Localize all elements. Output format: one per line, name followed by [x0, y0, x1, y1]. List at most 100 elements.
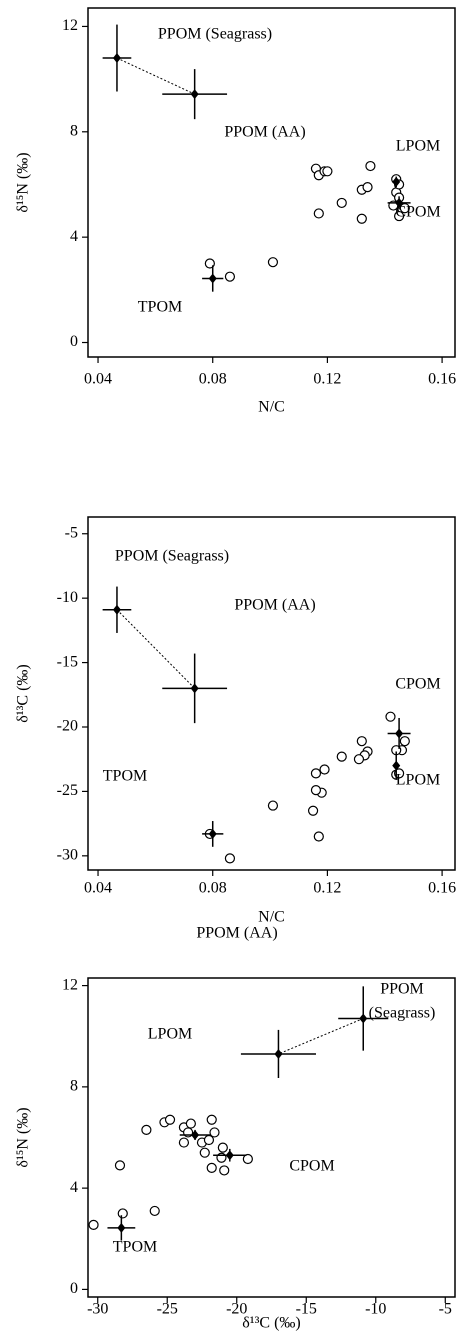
sample-point [267, 800, 279, 811]
endmember-label: PPOM (AA) [224, 124, 305, 141]
sample-point [164, 1114, 176, 1125]
sample-point [88, 1219, 99, 1230]
sample-point [336, 197, 347, 209]
sample-point [356, 213, 367, 224]
y-tick-label: -25 [57, 782, 78, 799]
sample-point [399, 203, 410, 214]
endmember-point [395, 197, 404, 208]
endmember-label: PPOM (AA) [196, 925, 277, 942]
sample-point [149, 1205, 160, 1217]
endmember-point [225, 1150, 234, 1161]
sample-point [353, 754, 365, 765]
y-axis-title: δ¹³C (‰) [15, 664, 32, 722]
x-tick-label: -15 [296, 1301, 317, 1318]
sample-point [114, 1160, 126, 1171]
plot-frame [87, 7, 456, 358]
endmember-point [208, 828, 217, 839]
endmember-point [395, 728, 404, 739]
plot-frame [87, 516, 456, 871]
y-tick-label: -15 [57, 653, 78, 670]
endmember-label: PPOM (Seagrass) [115, 548, 229, 565]
x-tick-label: 0.08 [199, 880, 227, 897]
sample-point [178, 1137, 190, 1148]
endmember-point [190, 89, 199, 100]
endmember-label: LPOM [148, 1026, 192, 1043]
sample-point [206, 1162, 217, 1173]
sample-point [356, 736, 367, 747]
plot-frame [87, 977, 456, 1298]
x-axis-title: δ¹³C (‰) [242, 1315, 300, 1331]
sample-point [141, 1124, 152, 1136]
connector [278, 1018, 364, 1055]
connector [116, 57, 195, 95]
endmember-point [191, 1129, 200, 1140]
y-tick-label: 8 [70, 122, 78, 139]
y-tick-label: 8 [70, 1078, 78, 1095]
endmember-label: PPOM (Seagrass) [158, 26, 272, 43]
endmember-label: LPOM [396, 138, 440, 155]
sample-point [313, 208, 324, 219]
x-tick-label: 0.04 [84, 371, 112, 388]
x-tick-label: 0.16 [428, 371, 456, 388]
sample-point [310, 785, 322, 796]
endmember-label: LPOM [396, 772, 440, 789]
y-tick-label: 12 [62, 17, 78, 34]
sample-point [362, 182, 373, 193]
endmember-point [274, 1048, 283, 1059]
endmember-point [190, 683, 199, 694]
endmember-point [112, 53, 121, 64]
x-tick-label: -20 [226, 1301, 247, 1318]
x-tick-label: 0.12 [313, 880, 341, 897]
y-tick-label: 4 [70, 228, 78, 245]
sample-point [199, 1147, 210, 1158]
endmember-label: PPOM (AA) [234, 597, 315, 614]
endmember-label: CPOM [395, 676, 440, 693]
endmember-label: CPOM [289, 1158, 334, 1175]
sample-point [322, 166, 333, 177]
sample-point [267, 257, 279, 268]
y-tick-label: -10 [57, 589, 78, 606]
sample-point [206, 1114, 217, 1125]
y-tick-label: -30 [57, 847, 78, 864]
sample-point [365, 160, 376, 172]
sample-point [319, 764, 330, 775]
endmember-label: TPOM [113, 1239, 157, 1256]
connector [116, 609, 196, 689]
y-tick-label: -5 [65, 524, 78, 541]
endmember-point [208, 273, 217, 284]
x-tick-label: 0.12 [313, 371, 341, 388]
x-tick-label: 0.04 [84, 880, 112, 897]
endmember-label: TPOM [138, 299, 182, 316]
sample-point [185, 1118, 196, 1129]
x-axis-title: N/C [258, 399, 285, 416]
endmember-label: PPOM [380, 981, 424, 998]
endmember-point [392, 760, 401, 771]
x-tick-label: -10 [365, 1301, 386, 1318]
x-tick-label: -5 [439, 1301, 452, 1318]
endmember-label: TPOM [103, 768, 147, 785]
x-tick-label: 0.16 [428, 880, 456, 897]
endmember-label: (Seagrass) [369, 1005, 436, 1022]
y-tick-label: 0 [70, 1280, 78, 1297]
y-tick-label: -20 [57, 718, 78, 735]
sample-point [310, 768, 322, 779]
sample-point [399, 736, 410, 747]
sample-point [224, 853, 236, 864]
x-tick-label: 0.08 [199, 371, 227, 388]
x-tick-label: -25 [157, 1301, 178, 1318]
sample-point [217, 1142, 228, 1153]
sample-point [393, 210, 405, 222]
endmember-label: CPOM [395, 204, 440, 221]
x-axis-title: N/C [258, 909, 285, 926]
endmember-point [112, 604, 121, 615]
endmember-point [359, 1013, 368, 1024]
y-axis-title: δ¹⁵N (‰) [15, 152, 32, 212]
sample-point [385, 711, 396, 722]
sample-point [307, 805, 319, 816]
sample-point [336, 751, 347, 762]
sample-point [313, 831, 324, 842]
sample-point [203, 1134, 215, 1146]
sample-point [219, 1165, 230, 1176]
y-tick-label: 0 [70, 333, 78, 350]
